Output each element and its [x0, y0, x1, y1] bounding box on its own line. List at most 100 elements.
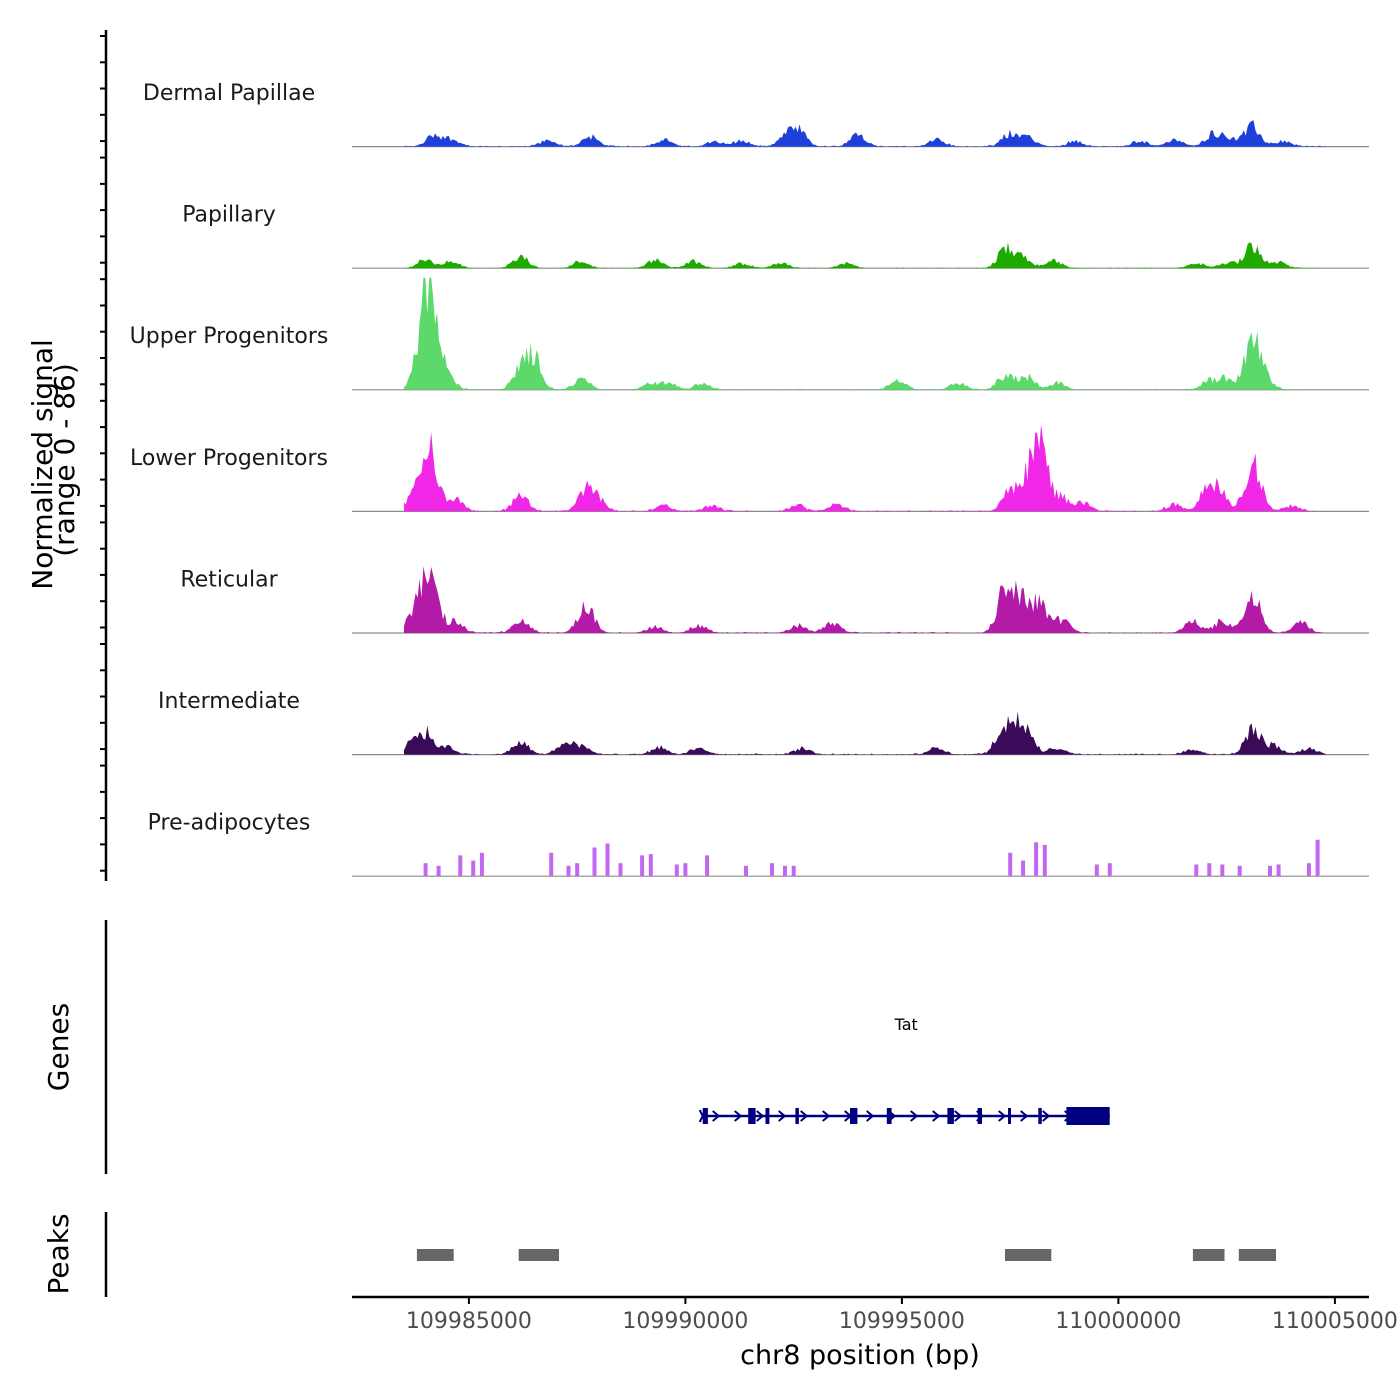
track-lower-progenitors: Lower Progenitors — [130, 424, 1369, 512]
signal-spike — [605, 843, 610, 877]
coverage-y-axis — [100, 30, 108, 881]
strand-chevron — [778, 1110, 787, 1122]
signal-area — [404, 566, 1327, 633]
signal-area — [404, 277, 1327, 390]
strand-chevron — [800, 1110, 809, 1122]
exon — [702, 1108, 708, 1124]
signal-spike — [479, 852, 484, 877]
strand-chevron — [822, 1110, 831, 1122]
x-axis-label: chr8 position (bp) — [740, 1340, 980, 1371]
x-tick-label: 109990000 — [622, 1309, 748, 1334]
track-label: Intermediate — [158, 689, 300, 714]
signal-area — [404, 242, 1327, 269]
signal-spike — [705, 855, 710, 877]
strand-chevron — [712, 1110, 721, 1122]
track-label: Upper Progenitors — [130, 324, 329, 349]
signal-spike — [1021, 860, 1026, 877]
peak-region — [518, 1249, 559, 1261]
signal-spike — [640, 855, 645, 877]
signal-spike — [436, 865, 441, 877]
signal-spike — [1042, 844, 1047, 877]
peak-region — [1005, 1249, 1052, 1261]
strand-chevron — [910, 1110, 919, 1122]
y-axis-label-line-1: Normalized signal — [26, 339, 59, 590]
signal-area — [404, 424, 1327, 512]
strand-chevron — [998, 1110, 1007, 1122]
exon — [1038, 1108, 1042, 1124]
y-axis-label-line-2: (range 0 - 86) — [48, 363, 81, 557]
signal-spike — [1237, 865, 1242, 877]
signal-spike — [575, 863, 580, 877]
track-intermediate: Intermediate — [158, 689, 1369, 756]
gene-name-label: Tat — [894, 1015, 918, 1034]
x-tick-label: 110005000 — [1272, 1309, 1398, 1334]
signal-spike — [1268, 865, 1272, 877]
exon — [947, 1108, 954, 1124]
track-pre-adipocytes: Pre-adipocytes — [148, 811, 1369, 877]
signal-spike — [566, 865, 571, 877]
track-label: Reticular — [180, 567, 278, 592]
exon — [765, 1108, 770, 1124]
signal-spike — [1207, 863, 1212, 877]
signal-spike — [683, 863, 688, 877]
signal-spike — [423, 863, 428, 877]
track-label: Lower Progenitors — [130, 446, 328, 471]
x-axis-ticks: 109985000 109990000 109995000 110000000 1100… — [406, 1297, 1398, 1334]
x-tick-label: 109995000 — [839, 1309, 965, 1334]
signal-spike — [791, 865, 796, 877]
coverage-tracks: Dermal Papillae Papillary Upper Progenitor… — [130, 81, 1369, 877]
track-dermal-papillae: Dermal Papillae — [143, 81, 1369, 148]
signal-spike — [1276, 864, 1281, 877]
signal-spike — [1315, 839, 1320, 877]
strand-chevron — [866, 1110, 875, 1122]
strand-chevron — [756, 1110, 765, 1122]
exon — [748, 1108, 756, 1124]
track-label: Pre-adipocytes — [148, 811, 311, 836]
signal-spike — [648, 854, 653, 877]
signal-area — [404, 120, 1327, 147]
exon — [1066, 1107, 1110, 1125]
strand-chevron — [1020, 1110, 1029, 1122]
gene-track — [698, 1107, 1110, 1125]
signal-spike — [471, 860, 476, 877]
signal-spike — [1094, 864, 1099, 877]
track-papillary: Papillary — [182, 203, 1369, 269]
track-upper-progenitors: Upper Progenitors — [130, 277, 1369, 391]
signal-spike — [744, 865, 748, 877]
peak-track — [416, 1249, 1276, 1261]
peak-region — [416, 1249, 454, 1261]
x-tick-label: 110000000 — [1055, 1309, 1181, 1334]
exon — [850, 1108, 858, 1124]
peak-region — [1238, 1249, 1276, 1261]
strand-chevron — [734, 1110, 743, 1122]
signal-spike — [618, 863, 623, 877]
signal-spike — [1034, 842, 1039, 877]
signal-spike — [1194, 864, 1199, 877]
signal-spike — [458, 855, 463, 877]
signal-spike — [674, 864, 679, 877]
signal-spike — [549, 852, 554, 877]
strand-chevron — [954, 1110, 963, 1122]
strand-chevron — [932, 1110, 941, 1122]
signal-spike — [783, 865, 787, 877]
signal-spike — [592, 847, 597, 877]
peak-region — [1192, 1249, 1225, 1261]
peaks-panel-label: Peaks — [42, 1213, 75, 1294]
signal-spike — [1306, 863, 1311, 877]
exon — [795, 1108, 799, 1124]
exon — [977, 1108, 982, 1124]
track-label: Dermal Papillae — [143, 81, 315, 106]
signal-spike — [1008, 852, 1013, 877]
signal-spike — [770, 863, 774, 877]
strand-chevron — [1042, 1110, 1051, 1122]
signal-spike — [1220, 864, 1225, 877]
exon — [1008, 1108, 1011, 1124]
track-reticular: Reticular — [180, 566, 1369, 634]
signal-area — [404, 711, 1327, 755]
signal-spike — [1107, 863, 1112, 877]
y-axis-label: Normalized signal (range 0 - 86) — [26, 330, 81, 589]
x-tick-label: 109985000 — [406, 1309, 532, 1334]
genes-panel-label: Genes — [42, 1003, 75, 1091]
track-label: Papillary — [182, 203, 276, 228]
